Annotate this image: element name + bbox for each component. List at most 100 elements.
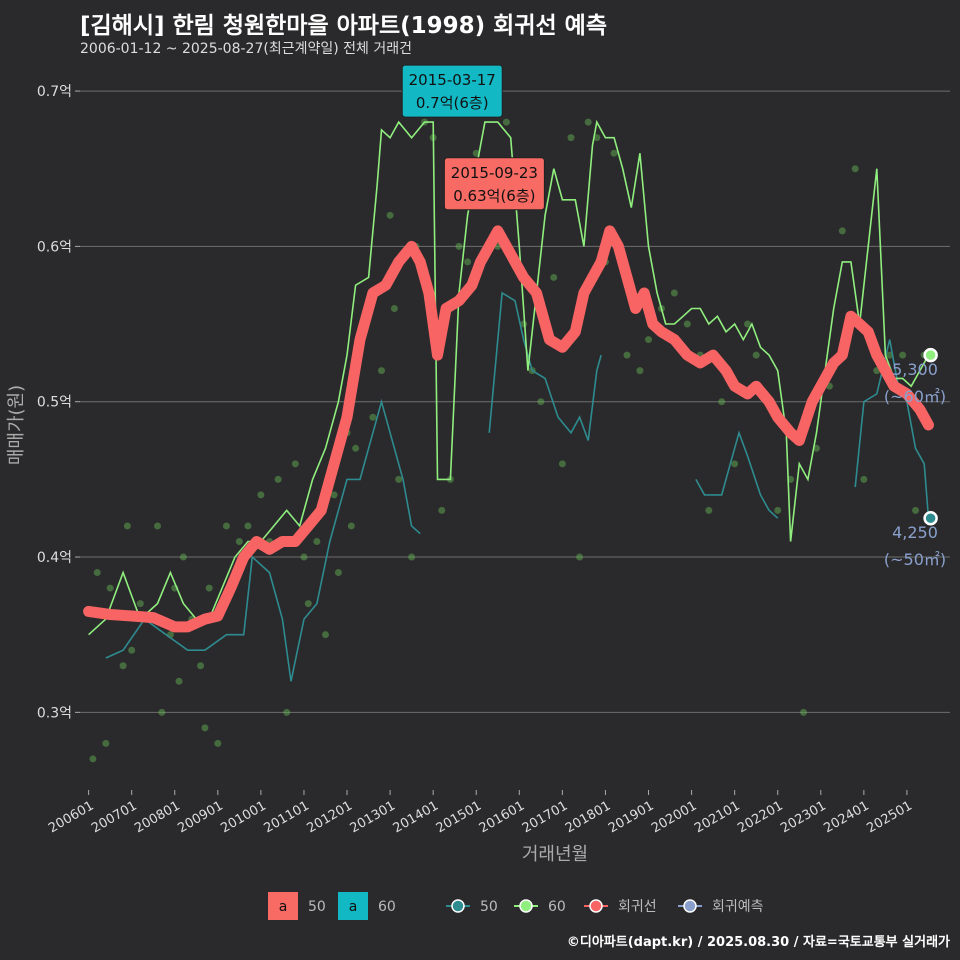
legend-label: 회귀예측	[712, 899, 764, 915]
scatter-point	[214, 739, 222, 747]
scatter-point	[623, 351, 631, 359]
scatter-point	[197, 662, 205, 670]
chart-subtitle: 2006-01-12 ~ 2025-08-27(최근계약일) 전체 거래건	[80, 41, 412, 57]
scatter-point	[369, 413, 377, 421]
scatter-point	[464, 258, 472, 266]
series-line-50	[695, 430, 779, 519]
source-credit: ©디아파트(dapt.kr) / 2025.08.30 / 자료=국토교통부 실…	[566, 935, 950, 950]
scatter-point	[300, 553, 308, 561]
x-tick-label: 202201	[735, 798, 785, 836]
x-tick-label: 201801	[563, 798, 613, 836]
trend-line	[83, 225, 934, 633]
scatter-point	[744, 320, 752, 328]
scatter-point	[899, 351, 907, 359]
scatter-point	[851, 165, 859, 173]
legend-swatch-glyph: a	[279, 899, 288, 915]
end-value-label: 4,250	[892, 523, 938, 542]
x-tick-label: 201101	[261, 798, 311, 836]
scatter-point	[93, 569, 101, 577]
scatter-point	[330, 491, 338, 499]
x-tick-label: 202001	[649, 798, 699, 836]
y-tick-label: 0.5억	[37, 395, 72, 411]
end-area-label: (~60㎡)	[884, 387, 946, 406]
y-axis-title: 매매가(원)	[6, 385, 27, 465]
scatter-point	[584, 118, 592, 126]
x-tick-label: 201301	[348, 798, 398, 836]
scatter-point	[502, 118, 510, 126]
x-tick-label: 200601	[46, 798, 96, 836]
series-line-50	[105, 398, 421, 682]
scatter-point	[313, 537, 321, 545]
scatter-point	[352, 444, 360, 452]
scatter-point	[610, 149, 618, 157]
x-tick-label: 202101	[692, 798, 742, 836]
x-tick-label: 200701	[89, 798, 139, 836]
x-tick-label: 202401	[821, 798, 871, 836]
scatter-point	[912, 506, 920, 514]
end-marker	[923, 347, 938, 363]
scatter-point	[550, 273, 558, 281]
scatter-point	[89, 755, 97, 763]
scatter-point	[179, 553, 187, 561]
x-tick-label: 201201	[305, 798, 355, 836]
scatter-point	[408, 553, 416, 561]
scatter-point	[567, 134, 575, 142]
scatter-point	[244, 522, 252, 530]
scatter-point	[222, 522, 230, 530]
annotation-text: 0.63억(6층)	[453, 187, 535, 205]
scatter-point	[774, 506, 782, 514]
legend-marker	[589, 899, 603, 913]
chart-title: [김해시] 한림 청원한마을 아파트(1998) 회귀선 예측	[80, 13, 607, 39]
legend-swatch-glyph: a	[349, 899, 358, 915]
end-marker	[923, 510, 938, 526]
scatter-point	[128, 646, 136, 654]
scatter-point	[257, 491, 265, 499]
y-tick-label: 0.4억	[37, 550, 72, 566]
scatter-point	[201, 724, 209, 732]
scatter-point	[386, 211, 394, 219]
legend-marker	[451, 899, 465, 913]
scatter-point	[752, 351, 760, 359]
scatter-point	[455, 242, 463, 250]
y-tick-label: 0.3억	[37, 705, 72, 721]
legend-swatch	[268, 892, 298, 920]
scatter-point	[390, 305, 398, 313]
scatter-point	[158, 708, 166, 716]
x-tick-label: 201401	[391, 798, 441, 836]
scatter-point	[558, 460, 566, 468]
x-tick-label: 200901	[175, 798, 225, 836]
legend-swatch	[338, 892, 368, 920]
x-tick-label: 201001	[218, 798, 268, 836]
end-value-label: 5,300	[892, 360, 938, 379]
series-line-50	[488, 291, 602, 441]
legend-label: 회귀선	[618, 899, 657, 915]
x-tick-label: 200801	[132, 798, 182, 836]
scatter-point	[154, 522, 162, 530]
legend-label: 50	[308, 899, 326, 915]
scatter-point	[377, 367, 385, 375]
scatter-point	[304, 600, 312, 608]
scatter-point	[205, 584, 213, 592]
scatter-point	[321, 631, 329, 639]
scatter-point	[438, 506, 446, 514]
annotation-date: 2015-03-17	[409, 71, 496, 89]
scatter-point	[860, 475, 868, 483]
x-tick-label: 202501	[864, 798, 914, 836]
scatter-point	[731, 460, 739, 468]
x-tick-label: 201701	[520, 798, 570, 836]
scatter-point	[175, 677, 183, 685]
scatter-point	[576, 553, 584, 561]
legend-label: 50	[480, 899, 498, 915]
scatter-point	[800, 708, 808, 716]
scatter-point	[106, 584, 114, 592]
legend-marker	[683, 899, 697, 913]
x-tick-label: 201601	[477, 798, 527, 836]
y-tick-label: 0.7억	[37, 84, 72, 100]
legend-marker	[519, 899, 533, 913]
scatter-point	[334, 569, 342, 577]
x-tick-label: 201901	[606, 798, 656, 836]
scatter-point	[838, 227, 846, 235]
scatter-point	[593, 134, 601, 142]
scatter-point	[102, 739, 110, 747]
